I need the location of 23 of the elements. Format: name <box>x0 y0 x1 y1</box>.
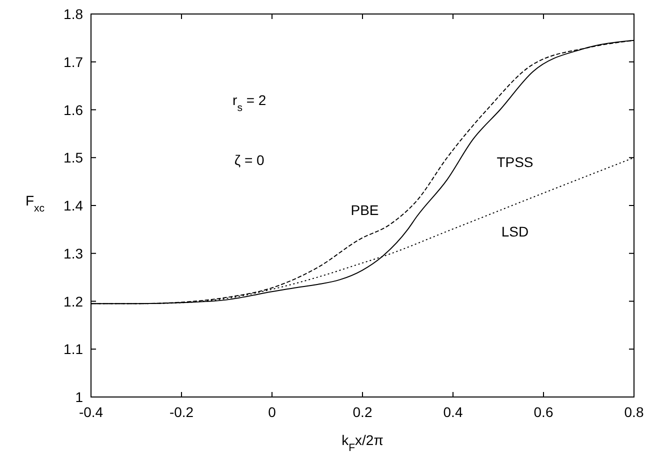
annotation: r$_{s}$ = 2 <box>232 92 266 114</box>
x-axis-title: k$_{F}$x/2π <box>342 432 384 454</box>
x-tick-label: 0.4 <box>443 404 463 420</box>
x-tick-label: -0.2 <box>169 404 194 420</box>
y-tick-label: 1.4 <box>64 198 84 214</box>
y-tick-label: 1.6 <box>64 102 84 118</box>
x-tick-label: 0.6 <box>534 404 554 420</box>
x-tick-label: -0.4 <box>78 404 104 420</box>
annotation: ζ = 0 <box>234 152 265 168</box>
x-tick-label: 0 <box>268 404 276 420</box>
y-tick-label: 1.5 <box>64 150 84 166</box>
y-tick-label: 1.2 <box>64 293 84 310</box>
y-tick-label: 1.3 <box>64 245 84 262</box>
x-tick-label: 0.2 <box>352 404 372 420</box>
y-axis-title: F$_{xc}$ <box>25 192 45 214</box>
x-tick-label: 0.8 <box>624 404 644 420</box>
series-label: PBE <box>350 202 379 218</box>
y-tick-label: 1 <box>75 389 84 405</box>
series-label: TPSS <box>496 154 534 170</box>
y-tick-label: 1.8 <box>64 6 84 22</box>
y-tick-label: 1.1 <box>64 341 84 358</box>
y-tick-label: 1.7 <box>64 54 84 70</box>
series-label: LSD <box>501 224 529 240</box>
